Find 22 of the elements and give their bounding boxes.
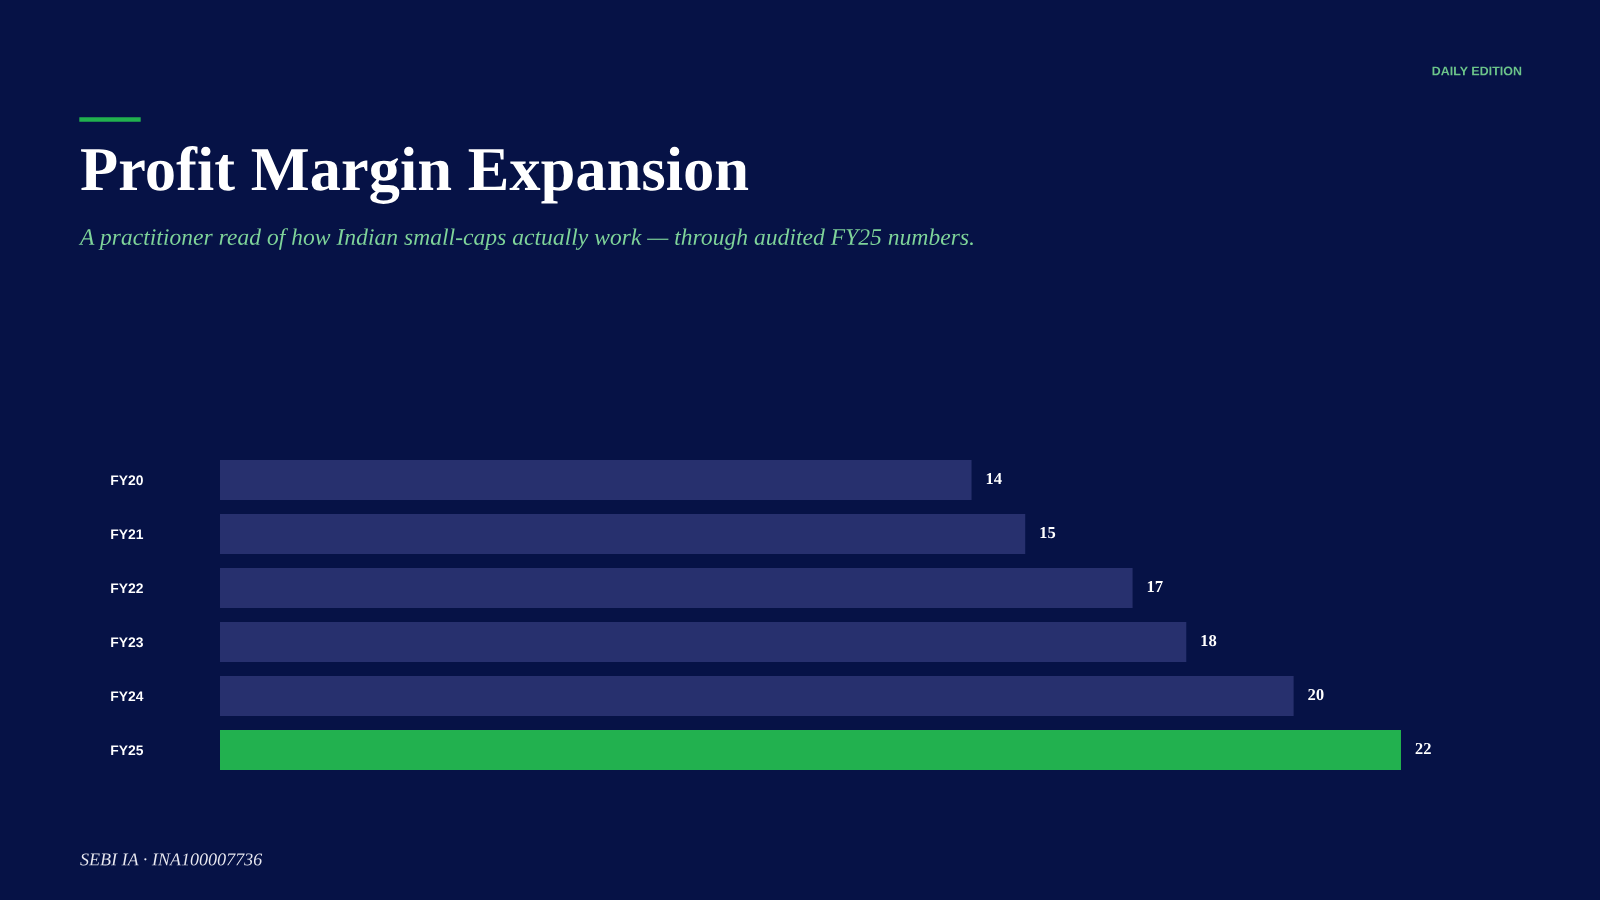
- bar: [220, 730, 1401, 770]
- bar: [220, 460, 972, 500]
- data-label: 15: [1040, 527, 1056, 539]
- text: SEBI IA · INA100007736: [80, 853, 263, 866]
- bar: [220, 514, 1026, 554]
- y-tick-label: FY23: [111, 637, 143, 648]
- y-tick-label: FY22: [111, 583, 143, 594]
- chart-subtitle: A practitioner read of how Indian small-caps actually work — through audited FY25 numbers.: [78, 228, 973, 250]
- y-tick-label: FY25: [111, 745, 144, 756]
- data-label: 20: [1308, 688, 1324, 701]
- y-tick-label: FY21: [111, 529, 144, 540]
- text: DAILY EDITION: [1432, 66, 1522, 76]
- data-label: 18: [1201, 634, 1217, 647]
- bar: [220, 622, 1187, 662]
- data-label: 22: [1415, 742, 1431, 755]
- y-tick-label: FY24: [111, 691, 144, 702]
- data-label: 14: [986, 473, 1002, 485]
- bar: [220, 568, 1133, 608]
- chart-title: Profit Margin Expansion: [81, 146, 749, 204]
- y-tick-label: FY20: [111, 475, 143, 486]
- data-label: 17: [1147, 581, 1163, 593]
- bar: [220, 676, 1294, 716]
